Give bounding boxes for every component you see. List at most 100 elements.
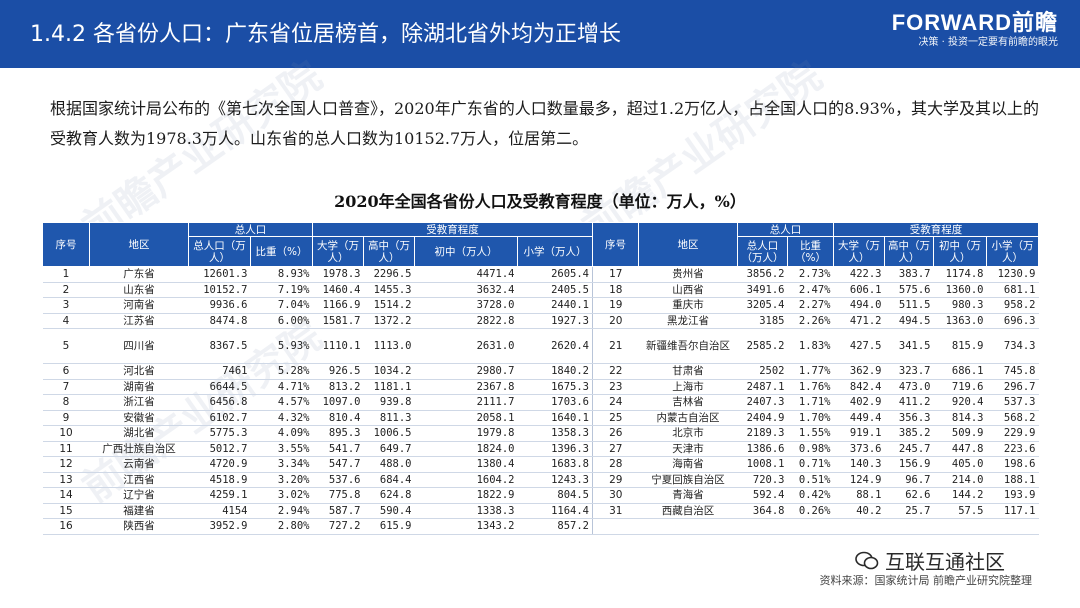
cell-population: 2585.2 — [737, 328, 788, 364]
table-row: 14 辽宁省 4259.1 3.02% 775.8 624.8 1822.9 804.5 30 青… — [42, 487, 1039, 504]
cell-region: 湖南省 — [89, 379, 189, 395]
cell-region: 江西省 — [89, 472, 189, 488]
cell-population: 3491.6 — [737, 282, 788, 298]
cell-seq: 11 — [42, 441, 90, 457]
cell-region: 新疆维吾尔自治区 — [638, 328, 738, 364]
cell-share: 0.98% — [787, 441, 834, 457]
cell-primary: 958.2 — [986, 297, 1039, 314]
cell-share: 4.32% — [250, 410, 313, 426]
col-share: 比重（%） — [787, 236, 834, 267]
cell-college: 494.0 — [833, 297, 885, 314]
cell-population: 5012.7 — [188, 441, 251, 457]
cell-region: 广东省 — [89, 266, 189, 283]
cell-region: 海南省 — [638, 456, 738, 473]
cell-college: 362.9 — [833, 363, 885, 380]
cell-high — [884, 518, 934, 535]
group-education: 受教育程度 — [833, 222, 1039, 237]
col-population: 总人口（万人） — [188, 236, 251, 267]
cell-share: 7.04% — [250, 297, 313, 314]
cell-primary: 745.8 — [986, 363, 1039, 380]
cell-region: 黑龙江省 — [638, 313, 738, 329]
cell-population: 6644.5 — [188, 379, 251, 395]
col-primary: 小学（万人） — [986, 236, 1039, 267]
cell-college: 547.7 — [312, 456, 364, 473]
cell-share: 7.19% — [250, 282, 313, 298]
cell-share: 3.34% — [250, 456, 313, 473]
cell-seq: 13 — [42, 472, 90, 488]
cell-high: 1181.1 — [363, 379, 415, 395]
cell-region: 福建省 — [89, 503, 189, 519]
cell-junior: 2058.1 — [414, 410, 518, 426]
cell-primary: 1840.2 — [517, 363, 593, 380]
cell-college: 1166.9 — [312, 297, 364, 314]
cell-college: 88.1 — [833, 487, 885, 504]
cell-junior: 3728.0 — [414, 297, 518, 314]
table-row: 9 安徽省 6102.7 4.32% 810.4 811.3 2058.1 1640.1 25 内… — [42, 410, 1039, 426]
cell-population: 3856.2 — [737, 266, 788, 283]
cell-college: 842.4 — [833, 379, 885, 395]
cell-college: 1097.0 — [312, 394, 364, 411]
cell-high: 624.8 — [363, 487, 415, 504]
table-row: 7 湖南省 6644.5 4.71% 813.2 1181.1 2367.8 1675.3 23… — [42, 379, 1039, 395]
cell-high: 473.0 — [884, 379, 934, 395]
col-high: 高中（万人） — [884, 236, 934, 267]
table-row: 5 四川省 8367.5 5.93% 1110.1 1113.0 2631.0 2620.4 2… — [42, 328, 1039, 364]
cell-junior: 980.3 — [933, 297, 987, 314]
cell-seq: 19 — [592, 297, 639, 314]
cell-primary: 2620.4 — [517, 328, 593, 364]
cell-region: 云南省 — [89, 456, 189, 473]
cell-primary — [986, 518, 1039, 535]
cell-population: 10152.7 — [188, 282, 251, 298]
cell-junior: 2111.7 — [414, 394, 518, 411]
source-note: 资料来源：国家统计局 前瞻产业研究院整理 — [819, 574, 1033, 587]
cell-region: 贵州省 — [638, 266, 738, 283]
cell-junior: 1979.8 — [414, 425, 518, 442]
cell-primary: 696.3 — [986, 313, 1039, 329]
cell-high: 411.2 — [884, 394, 934, 411]
cell-region: 浙江省 — [89, 394, 189, 411]
cell-seq: 25 — [592, 410, 639, 426]
col-junior: 初中（万人） — [933, 236, 987, 267]
cell-primary: 1164.4 — [517, 503, 593, 519]
table-row: 13 江西省 4518.9 3.20% 537.6 684.4 1604.2 1243.3 29… — [42, 472, 1039, 488]
cell-junior: 405.0 — [933, 456, 987, 473]
cell-primary: 296.7 — [986, 379, 1039, 395]
cell-seq: 8 — [42, 394, 90, 411]
cell-college: 427.5 — [833, 328, 885, 364]
cell-population: 3185 — [737, 313, 788, 329]
cell-primary: 1243.3 — [517, 472, 593, 488]
cell-seq: 22 — [592, 363, 639, 380]
cell-junior: 57.5 — [933, 503, 987, 519]
cell-college: 124.9 — [833, 472, 885, 488]
cell-population: 4259.1 — [188, 487, 251, 504]
cell-high: 1006.5 — [363, 425, 415, 442]
header-bar: 1.4.2 各省份人口：广东省位居榜首，除湖北省外均为正增长 FORWARD前瞻… — [0, 0, 1080, 68]
cell-college: 1110.1 — [312, 328, 364, 364]
cell-high: 156.9 — [884, 456, 934, 473]
cell-junior: 2367.8 — [414, 379, 518, 395]
table-row: 3 河南省 9936.6 7.04% 1166.9 1514.2 3728.0 2440.1 1… — [42, 297, 1039, 314]
cell-junior: 509.9 — [933, 425, 987, 442]
cell-seq: 31 — [592, 503, 639, 519]
cell-share: 1.83% — [787, 328, 834, 364]
cell-share: 4.71% — [250, 379, 313, 395]
logo-tagline: 决策 · 投资一定要有前瞻的眼光 — [918, 37, 1058, 48]
cell-primary: 1927.3 — [517, 313, 593, 329]
cell-junior: 2631.0 — [414, 328, 518, 364]
cell-population: 4720.9 — [188, 456, 251, 473]
cell-seq: 29 — [592, 472, 639, 488]
group-education: 受教育程度 — [312, 222, 593, 237]
cell-share: 0.51% — [787, 472, 834, 488]
col-primary: 小学（万人） — [517, 236, 593, 267]
cell-high: 649.7 — [363, 441, 415, 457]
cell-junior: 1604.2 — [414, 472, 518, 488]
cell-region: 广西壮族自治区 — [89, 441, 189, 457]
cell-share: 1.55% — [787, 425, 834, 442]
cell-region: 北京市 — [638, 425, 738, 442]
cell-junior: 447.8 — [933, 441, 987, 457]
cell-region: 上海市 — [638, 379, 738, 395]
cell-high: 811.3 — [363, 410, 415, 426]
cell-primary: 2605.4 — [517, 266, 593, 283]
cell-high: 1514.2 — [363, 297, 415, 314]
cell-college: 606.1 — [833, 282, 885, 298]
